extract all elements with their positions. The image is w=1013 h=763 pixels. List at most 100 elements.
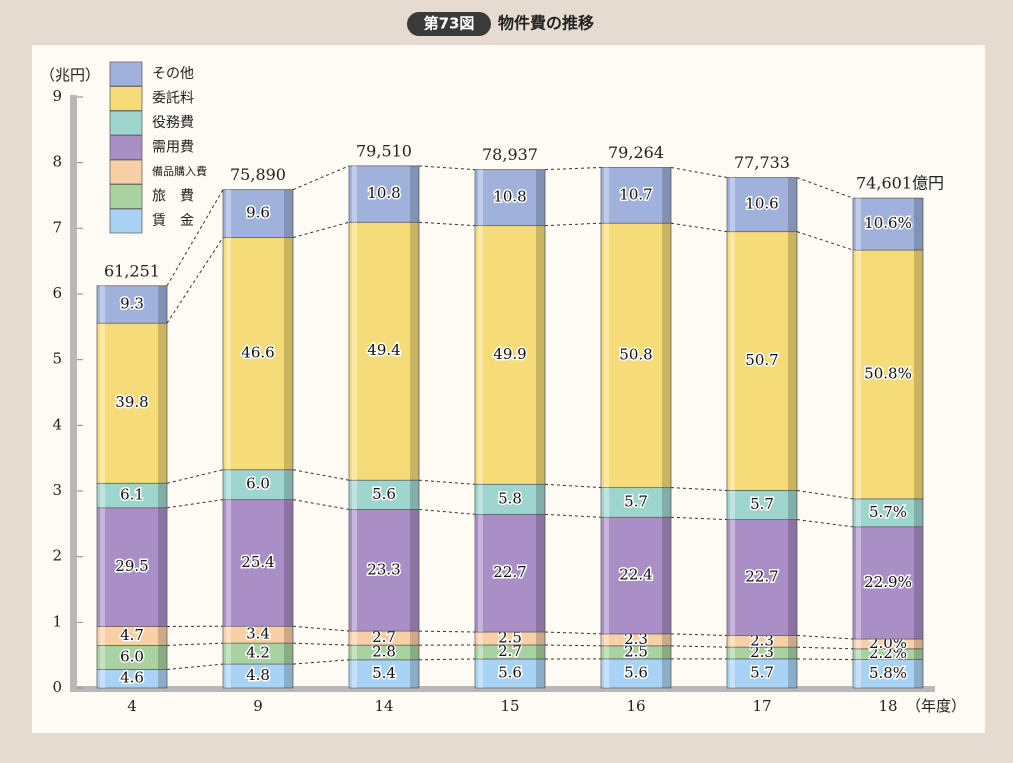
segment-label: 23.3 xyxy=(367,560,400,578)
bar-shade xyxy=(158,483,167,508)
segment-label: 4.2 xyxy=(246,644,270,662)
bar-segment xyxy=(348,509,420,632)
bar-shade xyxy=(158,645,167,670)
segment-label: 22.9% xyxy=(864,573,912,591)
bar-shade xyxy=(788,177,797,232)
bar-segment xyxy=(852,498,924,528)
bar-segment xyxy=(474,169,546,227)
bar-segment xyxy=(600,167,672,224)
bar-hilite xyxy=(730,177,735,232)
segment-label: 10.8 xyxy=(493,188,526,206)
bar-hilite xyxy=(226,237,231,470)
bar-segment xyxy=(726,490,798,520)
bar-hilite xyxy=(604,645,609,659)
badge-bg xyxy=(407,12,491,36)
bar-shade xyxy=(158,323,167,484)
bar-shade xyxy=(662,645,671,659)
bar-shade xyxy=(914,250,923,499)
bar-hilite xyxy=(604,487,609,518)
bar-hilite xyxy=(352,659,357,688)
bar-hilite xyxy=(604,517,609,634)
x-axis xyxy=(70,686,935,692)
bar-hilite xyxy=(856,198,861,251)
bar-shade xyxy=(536,514,545,633)
bar-hilite xyxy=(478,225,483,485)
bar-shade xyxy=(158,626,167,646)
bar-shade xyxy=(284,469,293,500)
segment-label: 25.4 xyxy=(241,553,274,571)
bar-segment xyxy=(474,658,546,689)
connector xyxy=(166,237,224,324)
segment-label: 6.1 xyxy=(120,486,144,504)
legend-label: 需用費 xyxy=(152,140,194,156)
total-label: 74,601億円 xyxy=(856,174,944,193)
bar-hilite xyxy=(226,626,231,644)
bar-hilite xyxy=(352,645,357,660)
segment-label: 5.7 xyxy=(750,495,774,513)
legend-swatch xyxy=(109,110,143,136)
bar-hilite xyxy=(352,165,357,223)
segment-label: 22.4 xyxy=(619,566,652,584)
segment-label: 4.8 xyxy=(246,666,270,684)
segment-label: 5.4 xyxy=(372,664,396,682)
bar-segment xyxy=(600,222,672,489)
segment-label: 4.6 xyxy=(120,669,144,687)
bar-segment xyxy=(600,658,672,689)
bar-hilite xyxy=(226,469,231,500)
bar-shade xyxy=(788,519,797,636)
segment-label: 5.7 xyxy=(624,492,648,510)
total-label: 79,264 xyxy=(608,143,664,162)
legend-swatch xyxy=(109,61,143,87)
segment-label: 46.6 xyxy=(241,344,274,362)
bar-segment xyxy=(222,469,294,501)
bar-hilite xyxy=(604,167,609,224)
bar-hilite xyxy=(478,484,483,515)
bar-hilite xyxy=(730,635,735,648)
bar-segment xyxy=(348,479,420,510)
connector xyxy=(292,165,350,191)
bar-shade xyxy=(284,499,293,627)
bar-hilite xyxy=(478,658,483,688)
y-tick-label: 4 xyxy=(52,415,62,433)
bar-hilite xyxy=(856,648,861,660)
y-tick-label: 0 xyxy=(52,678,62,696)
bar-hilite xyxy=(856,659,861,688)
segment-label: 2.8 xyxy=(372,642,396,660)
bar-shade xyxy=(914,659,923,688)
total-label: 79,510 xyxy=(356,141,412,160)
bar-shade xyxy=(536,658,545,688)
bar-segment xyxy=(474,225,546,485)
segment-label: 50.8% xyxy=(864,364,912,382)
bar-hilite xyxy=(226,664,231,688)
bar-hilite xyxy=(100,669,105,688)
x-axis-label: （年度） xyxy=(906,697,966,715)
bar-hilite xyxy=(100,483,105,508)
segment-label: 10.7 xyxy=(619,185,652,203)
bar-hilite xyxy=(478,632,483,645)
bar-segment xyxy=(222,499,294,627)
bar-segment xyxy=(852,197,924,251)
bar-segment xyxy=(348,221,420,481)
bar-shade xyxy=(410,659,419,688)
bar-segment xyxy=(348,165,420,223)
x-tick-label: 9 xyxy=(253,697,263,715)
segment-label: 4.7 xyxy=(120,626,144,644)
bar-hilite xyxy=(352,631,357,646)
bar-shade xyxy=(284,643,293,665)
segment-label: 22.7 xyxy=(745,567,778,585)
bar-hilite xyxy=(352,480,357,510)
bar-hilite xyxy=(478,169,483,226)
connector xyxy=(166,469,224,484)
bar-hilite xyxy=(100,323,105,484)
bar-segment xyxy=(222,237,294,471)
segment-label: 29.5 xyxy=(115,557,148,575)
segment-label: 6.0 xyxy=(246,475,270,493)
y-tick-label: 1 xyxy=(52,612,62,630)
bar-segment xyxy=(222,189,294,238)
bar-shade xyxy=(662,223,671,488)
legend-swatch xyxy=(109,159,143,185)
bar-shade xyxy=(788,231,797,491)
bar-shade xyxy=(410,165,419,223)
segment-label: 5.6 xyxy=(498,663,522,681)
bar-hilite xyxy=(226,189,231,238)
